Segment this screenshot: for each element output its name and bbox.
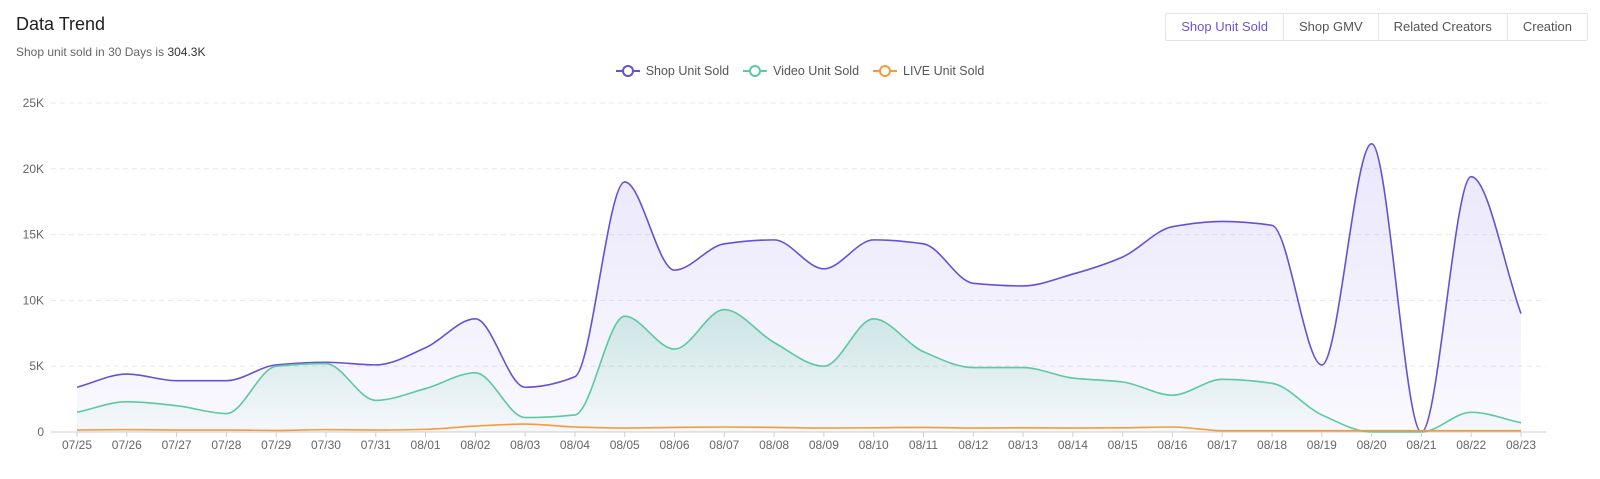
x-tick-label: 07/30 <box>311 438 341 452</box>
legend-label: LIVE Unit Sold <box>903 64 985 78</box>
x-tick-label: 08/02 <box>460 438 490 452</box>
chart-subtitle: Shop unit sold in 30 Days is 304.3K <box>16 45 205 59</box>
x-tick-label: 07/28 <box>211 438 241 452</box>
y-tick-label: 15K <box>23 228 44 242</box>
x-tick-label: 08/08 <box>759 438 789 452</box>
y-tick-label: 10K <box>23 293 44 307</box>
y-tick-label: 0 <box>37 425 44 439</box>
x-tick-label: 08/13 <box>1008 438 1038 452</box>
y-tick-label: 25K <box>23 96 44 110</box>
legend-item-video-unit-sold[interactable]: Video Unit Sold <box>743 64 859 78</box>
x-tick-label: 08/09 <box>809 438 839 452</box>
x-tick-label: 08/15 <box>1108 438 1138 452</box>
x-tick-label: 08/05 <box>610 438 640 452</box>
series-line-live-unit-sold <box>76 423 1521 432</box>
legend-marker-icon <box>615 65 640 77</box>
tab-shop-unit-sold[interactable]: Shop Unit Sold <box>1181 19 1268 34</box>
x-tick-label: 07/31 <box>361 438 391 452</box>
legend-label: Shop Unit Sold <box>645 64 730 78</box>
x-tick-label: 08/12 <box>958 438 988 452</box>
legend-marker-icon <box>873 65 898 77</box>
x-tick-label: 08/10 <box>859 438 889 452</box>
series-areas <box>77 143 1521 432</box>
subtitle-value: 304.3K <box>167 45 206 59</box>
chart-legend: Shop Unit Sold Video Unit Sold LIVE Unit… <box>0 64 1600 78</box>
x-tick-label: 08/20 <box>1357 438 1387 452</box>
x-tick-label: 08/16 <box>1157 438 1187 452</box>
series-lines <box>76 142 1522 433</box>
x-tick-label: 08/14 <box>1058 438 1088 452</box>
metric-tabs: Shop Unit Sold Shop GMV Related Creators… <box>1165 13 1588 41</box>
x-tick-label: 08/06 <box>660 438 690 452</box>
x-tick-label: 08/22 <box>1456 438 1486 452</box>
x-tick-label: 08/07 <box>709 438 739 452</box>
x-tick-label: 07/29 <box>261 438 291 452</box>
tab-creation[interactable]: Creation <box>1506 14 1587 40</box>
legend-label: Video Unit Sold <box>773 64 860 78</box>
x-tick-label: 08/17 <box>1207 438 1237 452</box>
y-tick-label: 5K <box>29 359 44 373</box>
series-line-video-unit-sold <box>76 308 1522 433</box>
y-axis: 0 5K 10K 15K 20K 25K <box>23 96 45 439</box>
x-tick-label: 08/23 <box>1506 438 1536 452</box>
x-tick-label: 07/25 <box>62 438 92 452</box>
legend-item-shop-unit-sold[interactable]: Shop Unit Sold <box>615 64 730 78</box>
x-tick-label: 08/03 <box>510 438 540 452</box>
x-tick-label: 08/19 <box>1307 438 1337 452</box>
page-title: Data Trend <box>16 14 106 34</box>
x-tick-label: 08/11 <box>909 438 938 452</box>
x-tick-label: 08/18 <box>1257 438 1287 452</box>
legend-marker-icon <box>743 65 768 77</box>
subtitle-text: Shop unit sold in 30 Days is <box>16 45 165 59</box>
x-tick-label: 08/21 <box>1406 438 1436 452</box>
legend-item-live-unit-sold[interactable]: LIVE Unit Sold <box>873 64 984 78</box>
x-axis: 07/25 07/26 07/27 07/28 07/29 07/30 07/31 08/01… <box>62 432 1536 452</box>
tab-related-creators[interactable]: Related Creators <box>1377 14 1507 40</box>
series-area-video-unit-sold <box>77 309 1521 432</box>
x-tick-label: 08/04 <box>560 438 590 452</box>
series-area-shop-unit-sold <box>77 143 1521 432</box>
x-tick-label: 08/01 <box>411 438 441 452</box>
series-line-shop-unit-sold <box>76 142 1522 433</box>
tab-shop-gmv[interactable]: Shop GMV <box>1282 14 1378 40</box>
y-tick-label: 20K <box>23 162 44 176</box>
x-tick-label: 07/27 <box>162 438 192 452</box>
x-tick-label: 07/26 <box>112 438 142 452</box>
